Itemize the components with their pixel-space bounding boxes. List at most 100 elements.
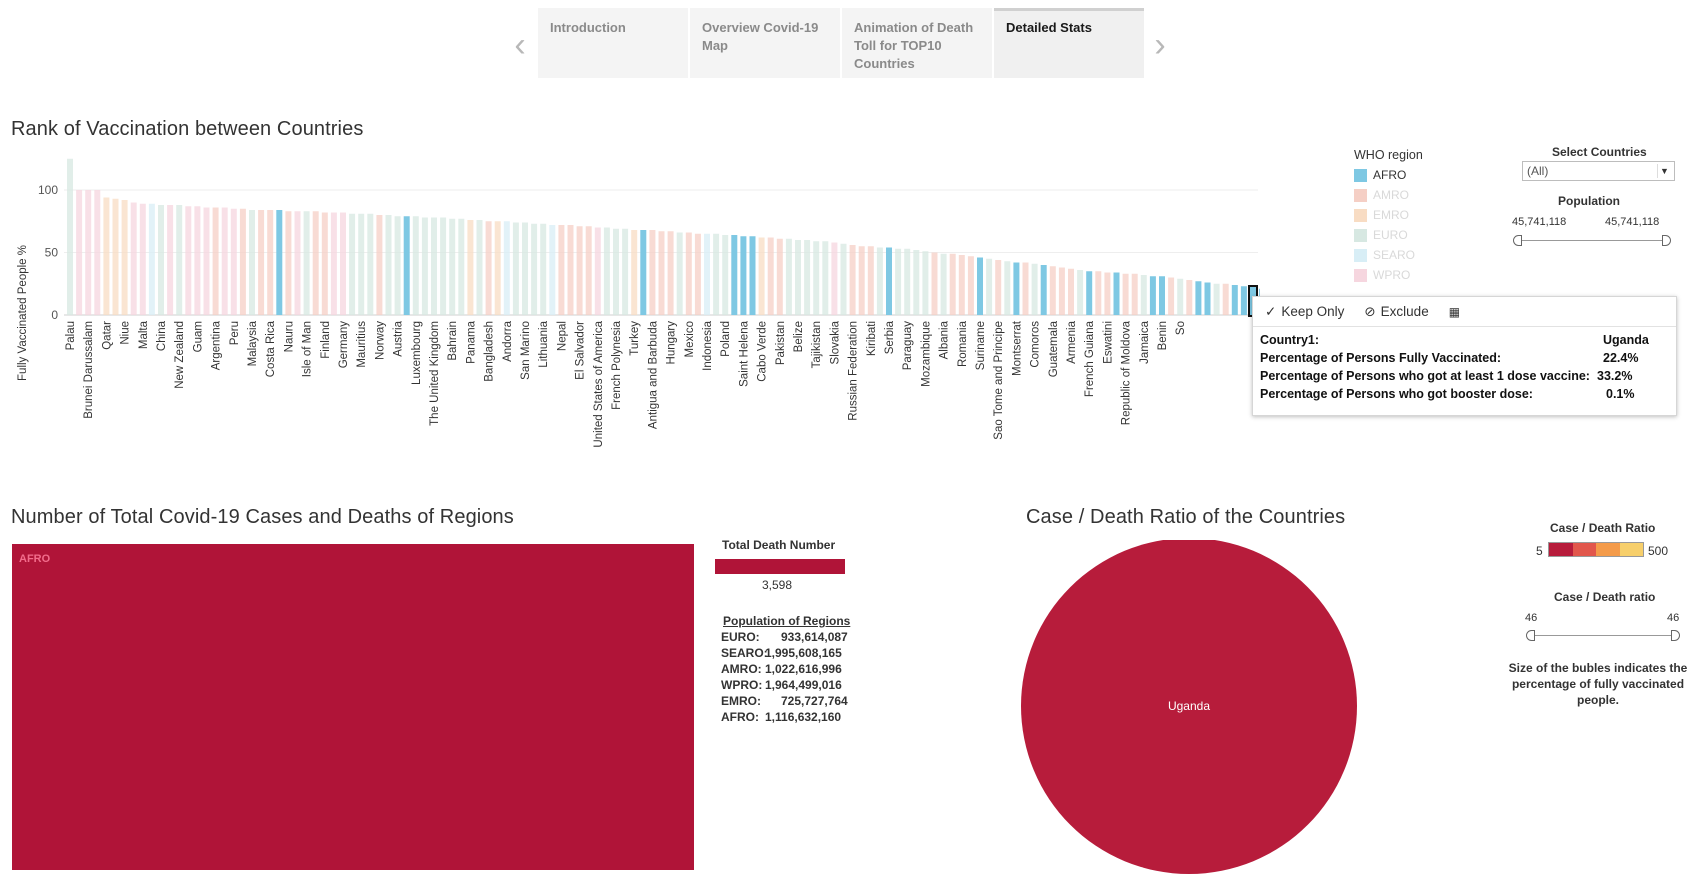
bar[interactable] <box>185 206 192 315</box>
bar[interactable] <box>685 232 692 316</box>
bar[interactable] <box>112 198 119 315</box>
bar[interactable] <box>167 205 174 315</box>
bar[interactable] <box>631 230 638 315</box>
bar[interactable] <box>958 255 965 315</box>
bar[interactable] <box>512 222 519 316</box>
bar[interactable] <box>349 213 356 315</box>
bar[interactable] <box>1049 266 1056 315</box>
bar[interactable] <box>1222 283 1229 315</box>
bar[interactable] <box>449 218 456 315</box>
bar[interactable] <box>1231 285 1238 315</box>
bar[interactable] <box>977 257 983 316</box>
bar[interactable] <box>1058 267 1065 316</box>
bar[interactable] <box>67 158 73 315</box>
bar[interactable] <box>986 258 993 315</box>
tab-overview-map[interactable]: Overview Covid-19 Map <box>690 8 840 78</box>
legend-item-amro[interactable]: AMRO <box>1354 185 1484 205</box>
legend-item-searo[interactable]: SEARO <box>1354 245 1484 265</box>
bar[interactable] <box>967 256 974 315</box>
bar[interactable] <box>1204 282 1211 316</box>
bar[interactable] <box>103 197 110 316</box>
bar[interactable] <box>403 216 410 315</box>
bar[interactable] <box>412 216 419 315</box>
bar[interactable] <box>913 250 920 315</box>
bar[interactable] <box>394 216 401 315</box>
bar[interactable] <box>740 236 747 315</box>
bar[interactable] <box>203 207 210 316</box>
bar[interactable] <box>1013 262 1020 316</box>
bar[interactable] <box>485 221 492 315</box>
bar[interactable] <box>148 203 155 315</box>
bar[interactable] <box>85 190 92 315</box>
vaccination-bar-chart[interactable]: 0 50 100 Fully Vaccinated People % Palau Brun… <box>0 150 1260 485</box>
select-countries-dropdown[interactable]: (All) ▼ <box>1522 161 1675 181</box>
bar[interactable] <box>139 203 146 315</box>
bar[interactable] <box>467 220 474 315</box>
ratio-slider-max-handle[interactable] <box>1671 630 1680 641</box>
bar[interactable] <box>1186 280 1193 315</box>
bar[interactable] <box>622 228 629 315</box>
bar[interactable] <box>640 230 647 315</box>
bubble-chart[interactable]: Uganda <box>1020 540 1360 886</box>
bar[interactable] <box>831 242 838 316</box>
bar[interactable] <box>995 260 1002 315</box>
ratio-slider-min-handle[interactable] <box>1526 630 1535 641</box>
bar[interactable] <box>758 237 765 316</box>
bar[interactable] <box>1095 271 1102 315</box>
bar[interactable] <box>285 211 292 315</box>
bar[interactable] <box>249 210 255 315</box>
bar[interactable] <box>613 228 619 315</box>
bar[interactable] <box>1077 270 1084 315</box>
bar[interactable] <box>558 225 565 315</box>
population-slider-track[interactable] <box>1517 240 1666 241</box>
bar[interactable] <box>212 207 219 316</box>
bar[interactable] <box>221 207 228 316</box>
bar[interactable] <box>130 202 137 316</box>
bar[interactable] <box>722 235 729 315</box>
bar[interactable] <box>895 248 902 315</box>
bar[interactable] <box>376 215 383 315</box>
bar[interactable] <box>1113 272 1120 316</box>
bar[interactable] <box>503 221 510 315</box>
bar[interactable] <box>867 246 874 315</box>
tab-animation-death-toll[interactable]: Animation of Death Toll for TOP10 Countr… <box>842 8 992 78</box>
bar[interactable] <box>731 235 738 315</box>
bar[interactable] <box>458 218 465 315</box>
bar[interactable] <box>813 241 820 315</box>
bar[interactable] <box>76 190 83 315</box>
bar[interactable] <box>321 212 328 316</box>
bar[interactable] <box>476 220 483 315</box>
tab-detailed-stats[interactable]: Detailed Stats <box>994 8 1144 78</box>
bar[interactable] <box>358 213 365 315</box>
bar[interactable] <box>94 190 101 315</box>
bar[interactable] <box>1104 272 1111 316</box>
bar[interactable] <box>576 226 583 315</box>
bar[interactable] <box>667 231 674 315</box>
bar[interactable] <box>822 241 829 315</box>
ratio-slider-track[interactable] <box>1530 635 1675 636</box>
legend-item-emro[interactable]: EMRO <box>1354 205 1484 225</box>
bar[interactable] <box>795 240 801 315</box>
bar[interactable] <box>549 225 556 315</box>
bar[interactable] <box>1177 278 1184 315</box>
bar[interactable] <box>767 237 774 316</box>
bar[interactable] <box>230 208 237 315</box>
bar[interactable] <box>704 233 710 315</box>
bar[interactable] <box>421 217 428 316</box>
population-slider-min-handle[interactable] <box>1513 235 1522 246</box>
bar[interactable] <box>1140 275 1147 315</box>
keep-only-button[interactable]: ✓ Keep Only <box>1265 304 1344 320</box>
bar[interactable] <box>267 210 274 315</box>
bar[interactable] <box>312 211 319 315</box>
bar[interactable] <box>858 246 865 315</box>
bar[interactable] <box>694 233 701 315</box>
chevron-left-icon[interactable]: ‹ <box>514 25 526 64</box>
bar[interactable] <box>1004 261 1011 315</box>
bar[interactable] <box>121 200 128 315</box>
bar[interactable] <box>567 225 574 315</box>
bar[interactable] <box>239 208 246 315</box>
bar[interactable] <box>649 230 656 315</box>
bar[interactable] <box>158 205 164 315</box>
bar[interactable] <box>1195 281 1202 315</box>
bar[interactable] <box>585 226 592 315</box>
